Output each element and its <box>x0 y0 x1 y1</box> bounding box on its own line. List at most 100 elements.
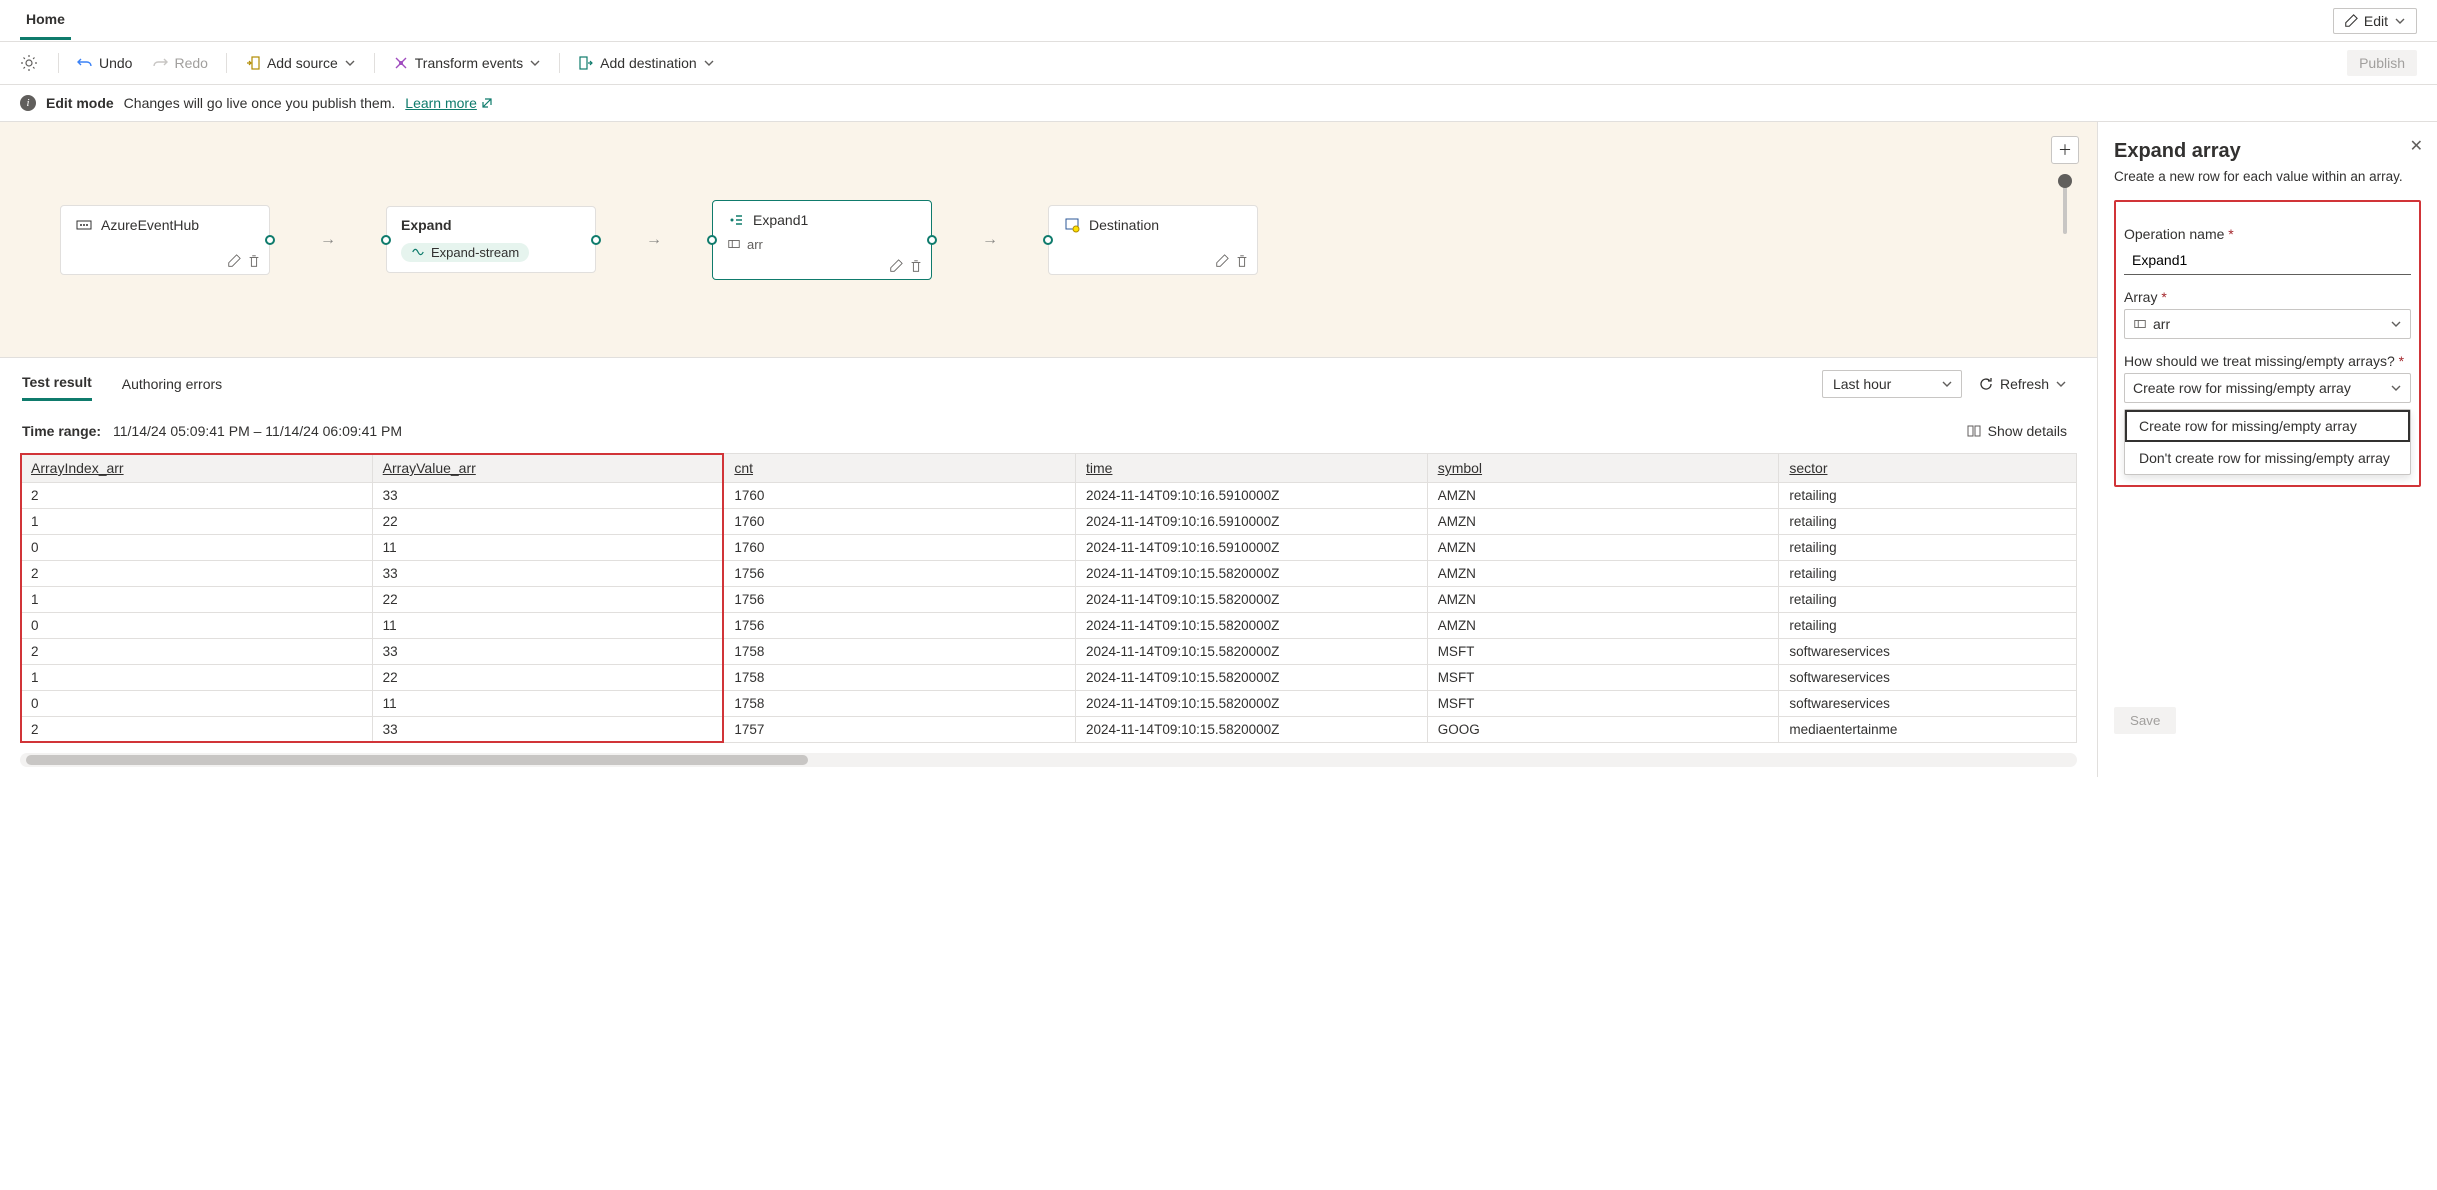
array-label: Array <box>2124 289 2411 305</box>
dropdown-option-create[interactable]: Create row for missing/empty array <box>2125 410 2410 442</box>
time-range-text: 11/14/24 05:09:41 PM – 11/14/24 06:09:41… <box>113 423 402 439</box>
dropdown-option-dont-create[interactable]: Don't create row for missing/empty array <box>2125 442 2410 474</box>
array-select[interactable]: arr <box>2124 309 2411 339</box>
save-button[interactable]: Save <box>2114 707 2176 734</box>
transform-button[interactable]: Transform events <box>385 51 549 75</box>
table-row[interactable]: 01117602024-11-14T09:10:16.5910000ZAMZNr… <box>21 535 2077 561</box>
redo-button[interactable]: Redo <box>144 51 215 75</box>
trash-icon[interactable] <box>1235 254 1249 268</box>
table-row[interactable]: 23317572024-11-14T09:10:15.5820000ZGOOGm… <box>21 717 2077 743</box>
gear-icon[interactable] <box>20 54 38 72</box>
column-header[interactable]: time <box>1076 454 1428 483</box>
table-cell: 11 <box>372 613 724 639</box>
publish-button[interactable]: Publish <box>2347 50 2417 76</box>
table-cell: 22 <box>372 587 724 613</box>
array-value: arr <box>2153 316 2170 332</box>
refresh-icon <box>1978 376 1994 392</box>
panel-title: Expand array <box>2114 140 2421 163</box>
add-destination-icon <box>578 55 594 71</box>
redo-icon <box>152 55 168 71</box>
edit-button[interactable]: Edit <box>2333 8 2417 34</box>
table-cell: AMZN <box>1427 535 1779 561</box>
learn-more-link[interactable]: Learn more <box>405 95 493 111</box>
chevron-down-icon <box>344 57 356 69</box>
table-cell: AMZN <box>1427 613 1779 639</box>
table-cell: 11 <box>372 691 724 717</box>
table-cell: 1760 <box>724 483 1076 509</box>
table-row[interactable]: 01117562024-11-14T09:10:15.5820000ZAMZNr… <box>21 613 2077 639</box>
transform-icon <box>393 55 409 71</box>
table-row[interactable]: 23317602024-11-14T09:10:16.5910000ZAMZNr… <box>21 483 2077 509</box>
trash-icon[interactable] <box>247 254 261 268</box>
table-cell: 2 <box>21 639 373 665</box>
add-source-button[interactable]: Add source <box>237 51 364 75</box>
table-cell: retailing <box>1779 509 2077 535</box>
table-cell: GOOG <box>1427 717 1779 743</box>
time-range-select[interactable]: Last hour <box>1822 370 1962 398</box>
table-cell: 0 <box>21 691 373 717</box>
result-table: ArrayIndex_arrArrayValue_arrcnttimesymbo… <box>20 453 2077 743</box>
table-cell: retailing <box>1779 613 2077 639</box>
column-header[interactable]: ArrayValue_arr <box>372 454 724 483</box>
pencil-icon[interactable] <box>227 254 241 268</box>
info-bar: i Edit mode Changes will go live once yo… <box>0 85 2437 122</box>
table-row[interactable]: 12217562024-11-14T09:10:15.5820000ZAMZNr… <box>21 587 2077 613</box>
pencil-icon <box>2344 14 2358 28</box>
tab-home[interactable]: Home <box>20 1 71 40</box>
add-destination-label: Add destination <box>600 55 697 71</box>
table-cell: 22 <box>372 665 724 691</box>
missing-arrays-select[interactable]: Create row for missing/empty array <box>2124 373 2411 403</box>
table-row[interactable]: 23317582024-11-14T09:10:15.5820000ZMSFTs… <box>21 639 2077 665</box>
pipeline-canvas[interactable]: AzureEventHub → Expand Expand-stream <box>0 122 2097 357</box>
pencil-icon[interactable] <box>1215 254 1229 268</box>
show-details-label: Show details <box>1988 423 2067 439</box>
table-cell: 2 <box>21 483 373 509</box>
trash-icon[interactable] <box>909 259 923 273</box>
table-cell: 33 <box>372 639 724 665</box>
divider <box>559 53 560 73</box>
column-header[interactable]: sector <box>1779 454 2077 483</box>
tab-authoring-errors[interactable]: Authoring errors <box>122 368 222 400</box>
add-source-label: Add source <box>267 55 338 71</box>
node-expand1[interactable]: Expand1 arr <box>712 200 932 280</box>
node-destination[interactable]: Destination <box>1048 205 1258 275</box>
add-destination-button[interactable]: Add destination <box>570 51 723 75</box>
table-cell: 2024-11-14T09:10:15.5820000Z <box>1076 639 1428 665</box>
table-cell: 1 <box>21 509 373 535</box>
expand-icon <box>727 211 745 229</box>
horizontal-scrollbar[interactable] <box>20 753 2077 767</box>
close-panel-button[interactable]: ✕ <box>2410 136 2423 156</box>
table-cell: 0 <box>21 613 373 639</box>
zoom-slider[interactable] <box>2063 174 2067 234</box>
table-cell: 1 <box>21 665 373 691</box>
column-header[interactable]: ArrayIndex_arr <box>21 454 373 483</box>
undo-button[interactable]: Undo <box>69 51 140 75</box>
column-header[interactable]: cnt <box>724 454 1076 483</box>
show-details-button[interactable]: Show details <box>1958 419 2075 443</box>
column-header[interactable]: symbol <box>1427 454 1779 483</box>
node-source[interactable]: AzureEventHub <box>60 205 270 275</box>
table-cell: 1756 <box>724 587 1076 613</box>
table-row[interactable]: 12217582024-11-14T09:10:15.5820000ZMSFTs… <box>21 665 2077 691</box>
node-destination-title: Destination <box>1089 217 1159 233</box>
destination-icon <box>1063 216 1081 234</box>
table-row[interactable]: 12217602024-11-14T09:10:16.5910000ZAMZNr… <box>21 509 2077 535</box>
table-cell: softwareservices <box>1779 639 2077 665</box>
edit-label: Edit <box>2364 13 2388 29</box>
time-range-value: Last hour <box>1833 376 1891 392</box>
zoom-add-button[interactable]: ＋ <box>2051 136 2079 164</box>
table-cell: MSFT <box>1427 691 1779 717</box>
table-cell: 0 <box>21 535 373 561</box>
info-icon: i <box>20 95 36 111</box>
divider <box>58 53 59 73</box>
connector: → <box>982 231 998 249</box>
table-cell: 1757 <box>724 717 1076 743</box>
info-message: Changes will go live once you publish th… <box>124 95 396 111</box>
tab-test-result[interactable]: Test result <box>22 366 92 401</box>
pencil-icon[interactable] <box>889 259 903 273</box>
operation-name-input[interactable] <box>2124 246 2411 275</box>
node-expand[interactable]: Expand Expand-stream <box>386 206 596 274</box>
table-row[interactable]: 23317562024-11-14T09:10:15.5820000ZAMZNr… <box>21 561 2077 587</box>
refresh-button[interactable]: Refresh <box>1970 372 2075 396</box>
table-row[interactable]: 01117582024-11-14T09:10:15.5820000ZMSFTs… <box>21 691 2077 717</box>
